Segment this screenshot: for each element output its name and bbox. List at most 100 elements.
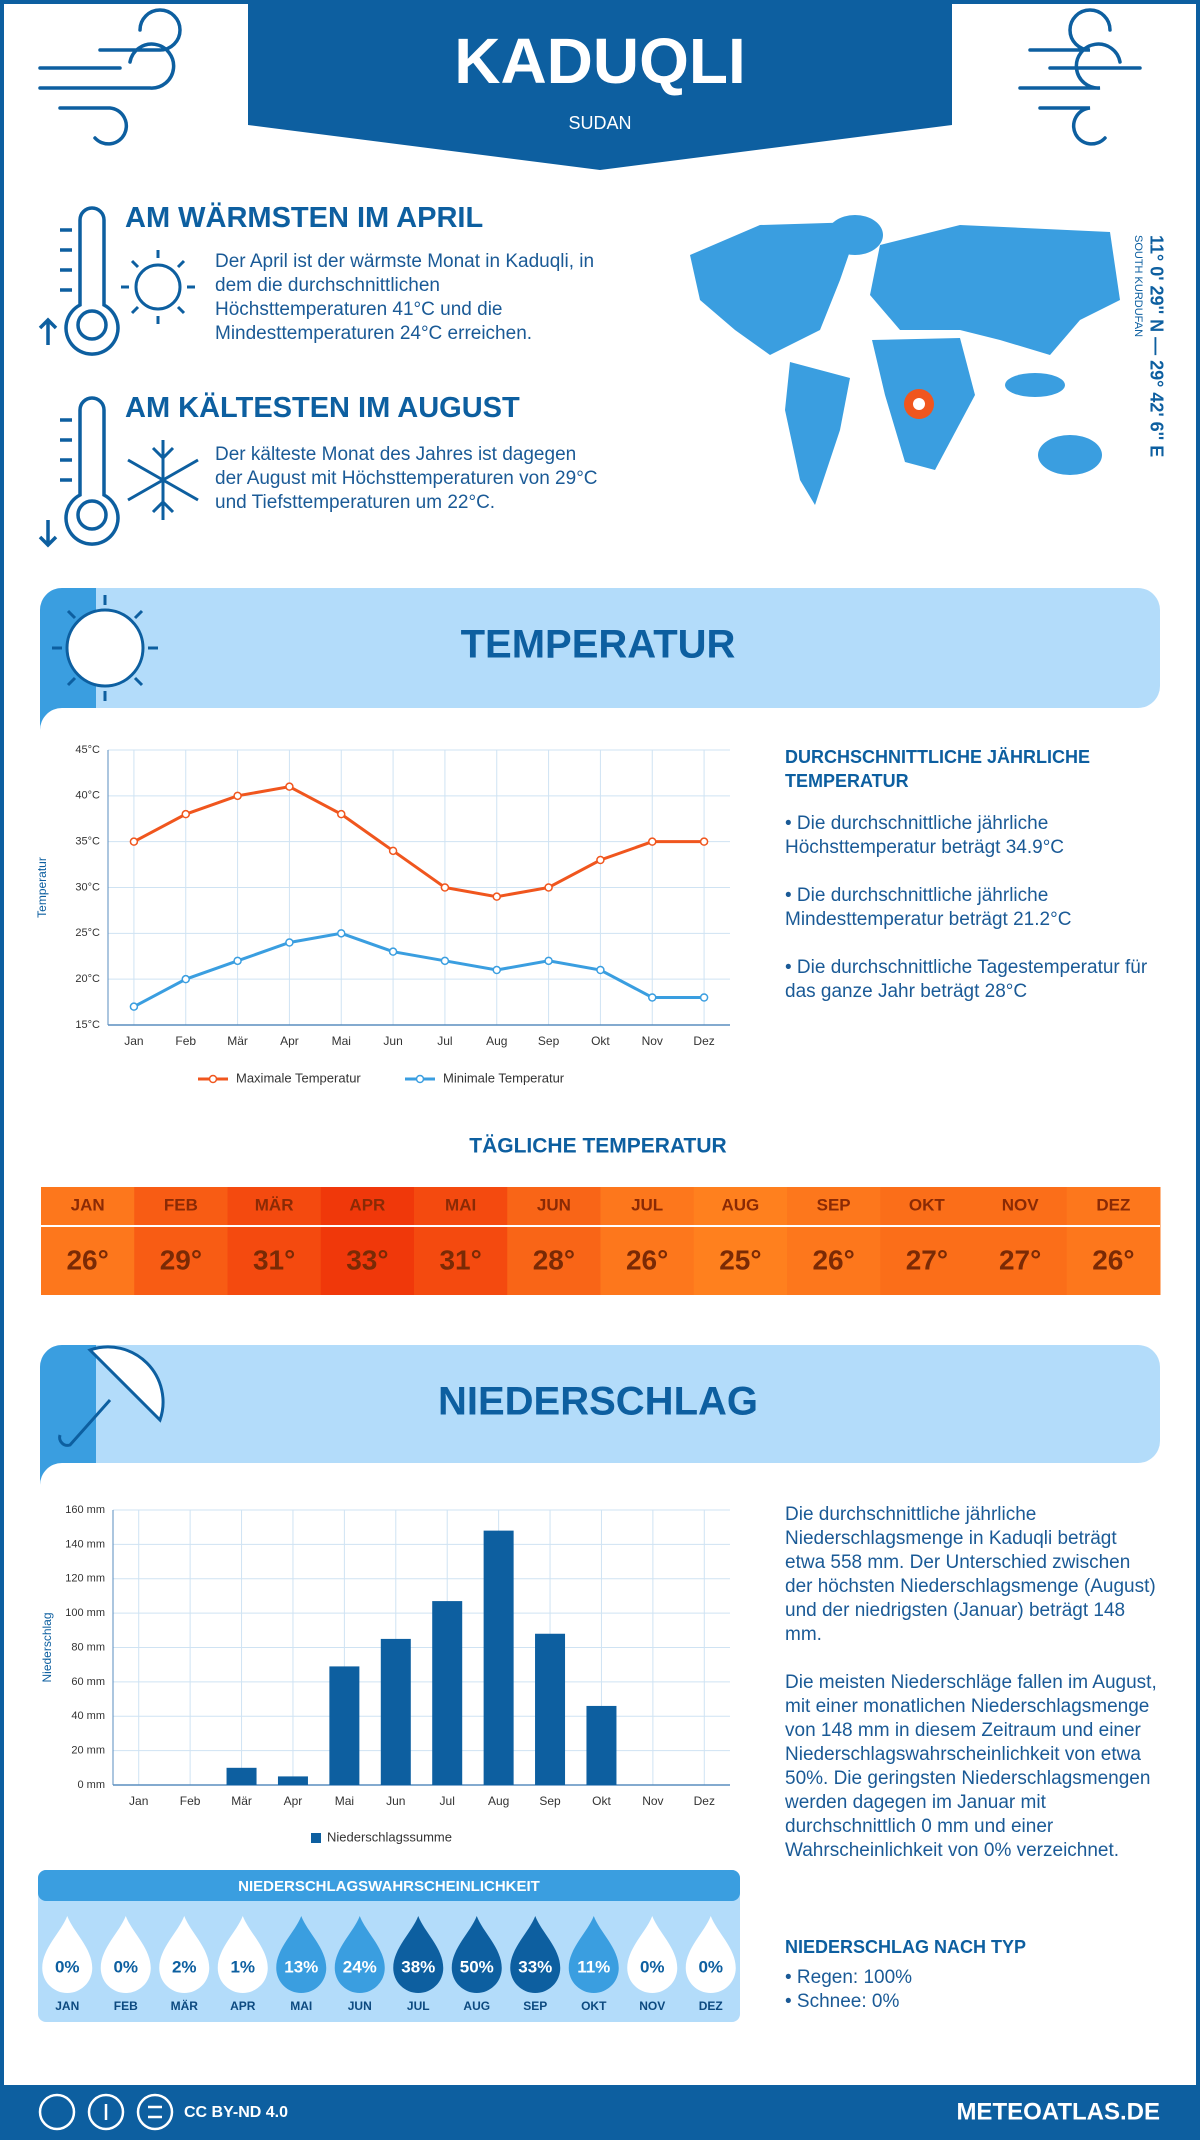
highlight-title: AM KÄLTESTEN IM AUGUST [125,392,520,424]
x-tick-label: Sep [539,1794,561,1808]
daily-month: JUN [537,1195,571,1214]
location-marker-dot [913,398,925,410]
types: • Regen: 100% • Schnee: 0% [785,1966,912,2014]
daily-value: 29° [160,1244,202,1275]
probability-drops: 0% JAN 0% FEB 2% MÄR 1% APR 13% MAI 24% JUN 38% JUL 50… [42,1916,736,2013]
x-tick-label: Jan [129,1794,148,1808]
bar [586,1705,617,1785]
probability-title: NIEDERSCHLAGSWAHRSCHEINLICHKEIT [238,1878,540,1895]
daily-value: 26° [626,1244,668,1275]
drop-value: 1% [230,1957,255,1976]
legend-swatch [311,1833,321,1843]
x-tick-label: Sep [538,1034,560,1048]
header-banner [248,0,952,170]
daily-month: SEP [817,1195,851,1214]
daily-value: 33° [346,1244,388,1275]
drop [159,1916,210,1993]
bar [380,1638,411,1785]
license-icons [38,2093,174,2131]
daily-value: 31° [253,1244,295,1275]
x-tick-label: Mär [227,1034,248,1048]
drop-value: 13% [284,1957,318,1976]
daily-month: JUL [631,1195,663,1214]
bar [483,1530,514,1785]
y-tick-label: 0 mm [78,1779,106,1791]
point [544,956,553,966]
section-title: TEMPERATUR [461,623,736,667]
x-tick-label: Apr [284,1794,303,1808]
banner-corner [40,1345,96,1485]
x-tick-label: Jul [440,1794,455,1808]
world-map [690,215,1120,505]
highlight-text: Der kälteste Monat des Jahres ist dagege… [215,444,598,513]
daily-cell [880,1187,974,1295]
license: CC BY-ND 4.0 [184,2104,288,2121]
y-tick-label: 160 mm [65,1504,105,1516]
legend-label: Maximale Temperatur [236,1070,361,1085]
drop-month: MÄR [171,1998,199,2013]
point [285,938,294,947]
drop-month: JAN [55,1999,79,2013]
y-tick-label: 80 mm [71,1641,105,1653]
drop [685,1916,736,1994]
daily-month: MAI [445,1195,476,1214]
drop-value: 24% [343,1957,377,1976]
point [648,837,657,846]
drop-value: 50% [460,1957,494,1976]
daily-cell [787,1187,881,1295]
probability-header [38,1870,740,1901]
drop-month: APR [230,1999,256,2013]
point [648,993,657,1002]
sun-banner-icon [52,595,158,701]
type-item: • Schnee: 0% [785,1991,900,2012]
daily-value: 27° [906,1244,948,1275]
paragraph: Die meisten Niederschläge fallen im Augu… [785,1672,1157,1861]
drop [42,1916,93,1994]
point [337,929,346,938]
daily-month: NOV [1002,1195,1040,1214]
point [129,837,139,846]
thermometer-warm [38,206,120,356]
daily-value: 26° [66,1244,108,1275]
y-tick-label: 100 mm [65,1607,105,1619]
daily-cell [693,1187,788,1295]
point [388,947,398,956]
coordinates: 11° 0' 29'' N — 29° 42' 6'' E [1146,235,1166,457]
point [337,809,346,819]
drop [276,1916,327,1994]
temperature-banner [40,588,1160,708]
bar [535,1633,566,1785]
thermometer-cold [38,396,120,548]
daily-cell [973,1187,1068,1295]
daily-value: 26° [812,1244,854,1275]
x-tick-label: Jun [383,1034,402,1048]
daily-cell [227,1187,322,1295]
x-tick-label: Feb [180,1794,201,1808]
x-tick-label: Aug [486,1034,507,1048]
y-tick-label: 140 mm [65,1538,105,1550]
point [492,965,501,975]
daily-month: AUG [721,1195,759,1214]
line-series [133,785,705,899]
point [285,782,294,791]
drop-month: OKT [581,1999,607,2013]
point [596,855,605,865]
y-tick-label: 15°C [75,1019,100,1031]
x-tick-label: Jan [124,1034,143,1048]
drop-month: JUL [407,1999,430,2013]
drop-value: 33% [518,1957,552,1976]
daily-title: TÄGLICHE TEMPERATUR [469,1135,726,1158]
bar [226,1767,257,1785]
y-tick-label: 45°C [75,744,100,756]
daily-month: JAN [71,1195,105,1214]
paragraph: Die durchschnittliche jährliche Niedersc… [785,1504,1156,1645]
daily-value: 27° [999,1244,1041,1275]
wind-icon-left [38,8,182,146]
x-tick-label: Okt [592,1794,611,1808]
daily-value: 31° [439,1244,481,1275]
point [233,956,242,966]
daily-cell [507,1187,601,1295]
daily-value: 25° [719,1244,761,1275]
summary-item: • Die durchschnittliche Tagestemperatur … [785,957,1148,1002]
